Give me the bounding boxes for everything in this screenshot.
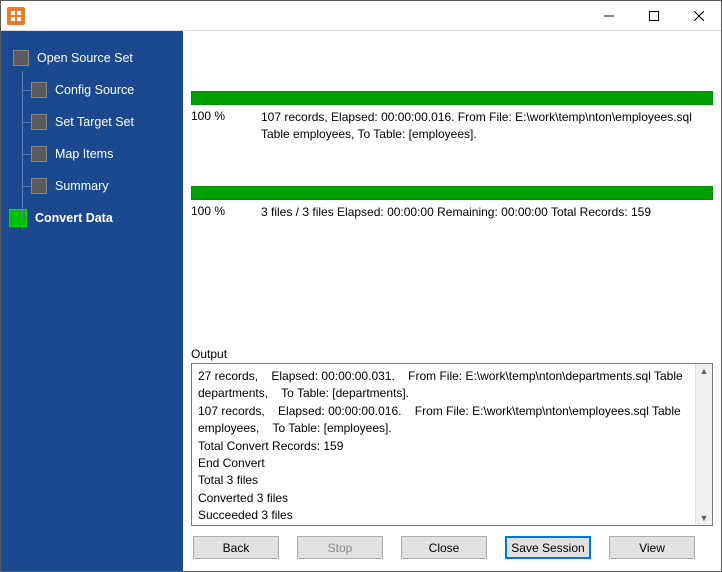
titlebar-left: [1, 7, 25, 25]
scroll-up-icon[interactable]: ▲: [700, 364, 709, 378]
step-config-source[interactable]: Config Source: [1, 77, 183, 103]
stop-button: Stop: [297, 536, 383, 559]
main-panel: 100 % 107 records, Elapsed: 00:00:00.016…: [183, 31, 721, 571]
step-node-icon-active: [9, 209, 27, 227]
step-label: Summary: [55, 179, 108, 193]
close-window-button[interactable]: [676, 1, 721, 30]
overall-progress-info: 3 files / 3 files Elapsed: 00:00:00 Rema…: [261, 204, 713, 221]
step-label: Convert Data: [35, 211, 113, 225]
step-node-icon: [31, 114, 47, 130]
step-node-icon: [31, 178, 47, 194]
output-label: Output: [191, 347, 713, 361]
progress-panel: 100 % 107 records, Elapsed: 00:00:00.016…: [191, 39, 713, 341]
step-label: Map Items: [55, 147, 113, 161]
step-node-icon: [31, 82, 47, 98]
window-controls: [586, 1, 721, 30]
overall-progress-bar: [191, 186, 713, 200]
step-open-source-set[interactable]: Open Source Set: [1, 45, 183, 71]
step-summary[interactable]: Summary: [1, 173, 183, 199]
step-label: Config Source: [55, 83, 134, 97]
back-button[interactable]: Back: [193, 536, 279, 559]
file-progress-block: 100 % 107 records, Elapsed: 00:00:00.016…: [191, 91, 713, 144]
minimize-button[interactable]: [586, 1, 631, 30]
step-node-icon: [31, 146, 47, 162]
button-row: Back Stop Close Save Session View: [191, 536, 713, 563]
output-text[interactable]: 27 records, Elapsed: 00:00:00.031. From …: [192, 364, 695, 525]
app-icon: [7, 7, 25, 25]
output-box: 27 records, Elapsed: 00:00:00.031. From …: [191, 363, 713, 526]
titlebar: [1, 1, 721, 31]
step-map-items[interactable]: Map Items: [1, 141, 183, 167]
file-progress-percent: 100 %: [191, 109, 261, 144]
output-scrollbar[interactable]: ▲ ▼: [695, 364, 712, 525]
close-button[interactable]: Close: [401, 536, 487, 559]
file-progress-info: 107 records, Elapsed: 00:00:00.016. From…: [261, 109, 713, 144]
step-set-target-set[interactable]: Set Target Set: [1, 109, 183, 135]
step-node-icon: [13, 50, 29, 66]
step-label: Open Source Set: [37, 51, 133, 65]
maximize-button[interactable]: [631, 1, 676, 30]
step-label: Set Target Set: [55, 115, 134, 129]
wizard-steps-tree: Open Source Set Config Source Set Target…: [1, 45, 183, 231]
save-session-button[interactable]: Save Session: [505, 536, 591, 559]
sidebar: Open Source Set Config Source Set Target…: [1, 31, 183, 571]
step-convert-data[interactable]: Convert Data: [1, 205, 183, 231]
content-area: Open Source Set Config Source Set Target…: [1, 31, 721, 571]
overall-progress-block: 100 % 3 files / 3 files Elapsed: 00:00:0…: [191, 186, 713, 221]
view-button[interactable]: View: [609, 536, 695, 559]
file-progress-bar: [191, 91, 713, 105]
overall-progress-percent: 100 %: [191, 204, 261, 221]
scroll-down-icon[interactable]: ▼: [700, 511, 709, 525]
